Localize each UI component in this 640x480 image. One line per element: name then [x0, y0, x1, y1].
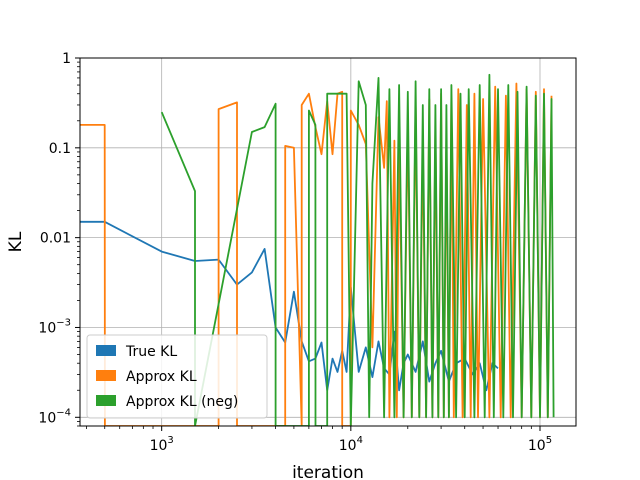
x-tick-label: 103	[150, 435, 174, 454]
legend-label-approx-kl-neg: Approx KL (neg)	[126, 394, 238, 410]
legend-label-approx-kl: Approx KL	[126, 369, 197, 385]
y-tick-base: 10	[38, 320, 56, 336]
legend: True KL Approx KL Approx KL (neg)	[86, 334, 268, 419]
x-axis-label: iteration	[292, 463, 364, 480]
series-true-kl	[80, 220, 499, 392]
y-tick-label: 10−3	[38, 317, 71, 336]
legend-swatch-approx-kl	[96, 370, 116, 381]
y-tick-label: 1	[62, 51, 71, 67]
series-group	[80, 73, 555, 426]
legend-label-true-kl: True KL	[125, 344, 177, 360]
series-approx-kl-neg	[160, 73, 555, 426]
y-tick-exponent: −4	[56, 407, 71, 418]
x-tick-base: 10	[339, 438, 357, 454]
x-tick-exponent: 5	[546, 435, 552, 446]
y-tick-label: 0.01	[40, 231, 71, 247]
legend-swatch-approx-kl-neg	[96, 395, 116, 406]
x-tick-base: 10	[528, 438, 546, 454]
x-tick-exponent: 4	[357, 435, 363, 446]
y-tick-label: 10−4	[38, 407, 71, 426]
legend-swatch-true-kl	[96, 345, 116, 356]
y-axis-label: KL	[6, 231, 26, 252]
legend-box	[86, 334, 268, 419]
y-tick-label: 0.1	[49, 141, 71, 157]
x-tick-base: 10	[150, 438, 168, 454]
x-tick-label: 105	[528, 435, 552, 454]
y-tick-exponent: −3	[56, 317, 71, 328]
y-tick-base: 10	[38, 410, 56, 426]
x-tick-label: 104	[339, 435, 363, 454]
x-tick-exponent: 3	[167, 435, 173, 446]
